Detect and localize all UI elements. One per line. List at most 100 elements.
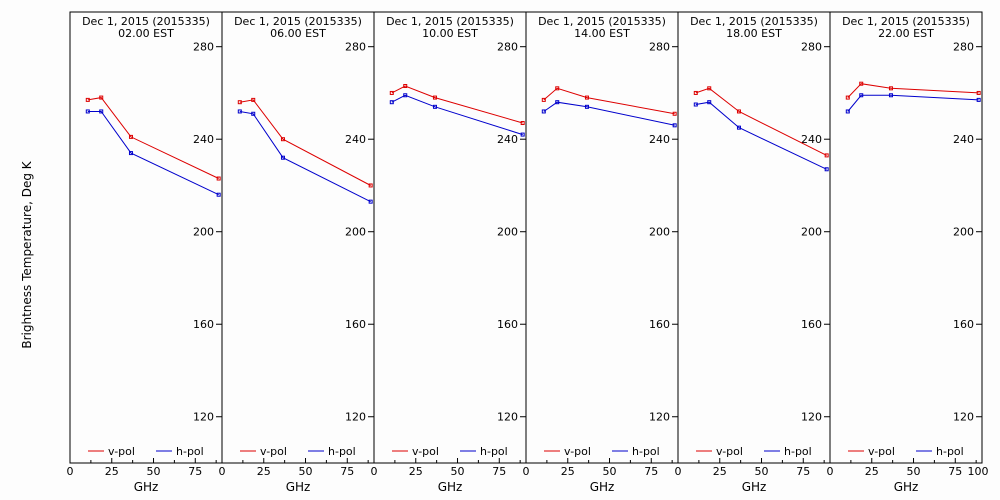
y-tick-label: 280 bbox=[953, 41, 974, 54]
data-point-h bbox=[520, 132, 525, 137]
panel-frame bbox=[829, 11, 983, 464]
data-point-v bbox=[824, 153, 829, 158]
panel-time-title: 10.00 EST bbox=[422, 27, 478, 40]
x-axis-label: GHz bbox=[590, 480, 615, 494]
data-point-v bbox=[555, 86, 560, 91]
panel-frame bbox=[525, 11, 679, 464]
legend-label-v: v-pol bbox=[716, 445, 743, 458]
legend-label-v: v-pol bbox=[412, 445, 439, 458]
x-tick-label: 0 bbox=[827, 465, 834, 478]
legend-label-h: h-pol bbox=[480, 445, 508, 458]
x-tick-label: 0 bbox=[371, 465, 378, 478]
legend-label-h: h-pol bbox=[632, 445, 660, 458]
panel-frame bbox=[373, 11, 527, 464]
data-point-v bbox=[85, 97, 90, 102]
y-tick-label: 160 bbox=[345, 318, 366, 331]
x-axis-label: GHz bbox=[894, 480, 919, 494]
data-point-v bbox=[736, 109, 741, 114]
data-point-v bbox=[888, 86, 893, 91]
data-point-v bbox=[280, 137, 285, 142]
x-tick-label: 75 bbox=[796, 465, 810, 478]
series-line-v bbox=[847, 83, 979, 98]
y-tick-label: 160 bbox=[953, 318, 974, 331]
panel-2: Dec 1, 2015 (2015335)10.00 EST 120 160 200 2… bbox=[371, 11, 527, 494]
data-point-h bbox=[237, 109, 242, 114]
data-point-v bbox=[859, 81, 864, 86]
data-point-h bbox=[672, 123, 677, 128]
data-point-v bbox=[707, 86, 712, 91]
x-tick-label: 25 bbox=[409, 465, 423, 478]
panel-3: Dec 1, 2015 (2015335)14.00 EST 120 160 200 2… bbox=[523, 11, 679, 494]
y-tick-label: 160 bbox=[193, 318, 214, 331]
y-tick-label: 200 bbox=[953, 226, 974, 239]
series-line-h bbox=[847, 94, 979, 112]
y-tick-label: 240 bbox=[497, 133, 518, 146]
y-tick-label: 160 bbox=[497, 318, 518, 331]
data-point-v bbox=[693, 90, 698, 95]
panel-date-title: Dec 1, 2015 (2015335) bbox=[82, 15, 210, 28]
y-axis-label: Brightness Temperature, Deg K bbox=[20, 160, 34, 348]
series-line-h bbox=[391, 94, 523, 136]
x-tick-label: 50 bbox=[299, 465, 313, 478]
panel-frame bbox=[677, 11, 831, 464]
data-point-h bbox=[280, 155, 285, 160]
series-line-v bbox=[391, 85, 523, 124]
data-point-v bbox=[251, 97, 256, 102]
panel-1: Dec 1, 2015 (2015335)06.00 EST 120 160 200 2… bbox=[219, 11, 375, 494]
data-point-v bbox=[541, 97, 546, 102]
x-tick-label: 0 bbox=[523, 465, 530, 478]
x-tick-label: 100 bbox=[968, 465, 989, 478]
data-point-v bbox=[128, 134, 133, 139]
x-tick-label: 75 bbox=[340, 465, 354, 478]
panel-time-title: 02.00 EST bbox=[118, 27, 174, 40]
panel-date-title: Dec 1, 2015 (2015335) bbox=[690, 15, 818, 28]
x-tick-label: 25 bbox=[561, 465, 575, 478]
legend-label-v: v-pol bbox=[564, 445, 591, 458]
y-tick-label: 240 bbox=[953, 133, 974, 146]
y-tick-label: 120 bbox=[345, 411, 366, 424]
y-tick-label: 160 bbox=[801, 318, 822, 331]
x-tick-label: 25 bbox=[713, 465, 727, 478]
data-point-h bbox=[368, 199, 373, 204]
data-point-h bbox=[251, 111, 256, 116]
series-line-h bbox=[695, 101, 827, 170]
data-point-h bbox=[403, 93, 408, 98]
x-tick-label: 50 bbox=[451, 465, 465, 478]
data-point-h bbox=[584, 104, 589, 109]
x-tick-label: 25 bbox=[105, 465, 119, 478]
legend-label-h: h-pol bbox=[328, 445, 356, 458]
x-tick-label: 75 bbox=[948, 465, 962, 478]
panel-time-title: 06.00 EST bbox=[270, 27, 326, 40]
y-tick-label: 240 bbox=[649, 133, 670, 146]
panel-time-title: 18.00 EST bbox=[726, 27, 782, 40]
y-tick-label: 200 bbox=[345, 226, 366, 239]
y-tick-label: 120 bbox=[497, 411, 518, 424]
data-point-v bbox=[368, 183, 373, 188]
panel-date-title: Dec 1, 2015 (2015335) bbox=[842, 15, 970, 28]
data-point-h bbox=[888, 93, 893, 98]
x-tick-label: 50 bbox=[603, 465, 617, 478]
series-line-v bbox=[543, 87, 675, 115]
panel-time-title: 14.00 EST bbox=[574, 27, 630, 40]
legend-label-v: v-pol bbox=[108, 445, 135, 458]
x-tick-label: 0 bbox=[219, 465, 226, 478]
data-point-v bbox=[584, 95, 589, 100]
x-tick-label: 0 bbox=[67, 465, 74, 478]
data-point-v bbox=[237, 100, 242, 105]
data-point-v bbox=[845, 95, 850, 100]
series-line-h bbox=[87, 111, 219, 196]
panel-0: Dec 1, 2015 (2015335)02.00 EST 120 160 200 2… bbox=[67, 11, 223, 494]
x-axis-label: GHz bbox=[286, 480, 311, 494]
series-line-v bbox=[87, 97, 219, 179]
series-line-v bbox=[695, 87, 827, 156]
legend-label-v: v-pol bbox=[868, 445, 895, 458]
legend-label-h: h-pol bbox=[784, 445, 812, 458]
y-tick-label: 120 bbox=[953, 411, 974, 424]
data-point-h bbox=[693, 102, 698, 107]
y-tick-label: 280 bbox=[649, 41, 670, 54]
y-tick-label: 200 bbox=[649, 226, 670, 239]
legend-label-h: h-pol bbox=[176, 445, 204, 458]
data-point-v bbox=[216, 176, 221, 181]
data-point-v bbox=[672, 111, 677, 116]
